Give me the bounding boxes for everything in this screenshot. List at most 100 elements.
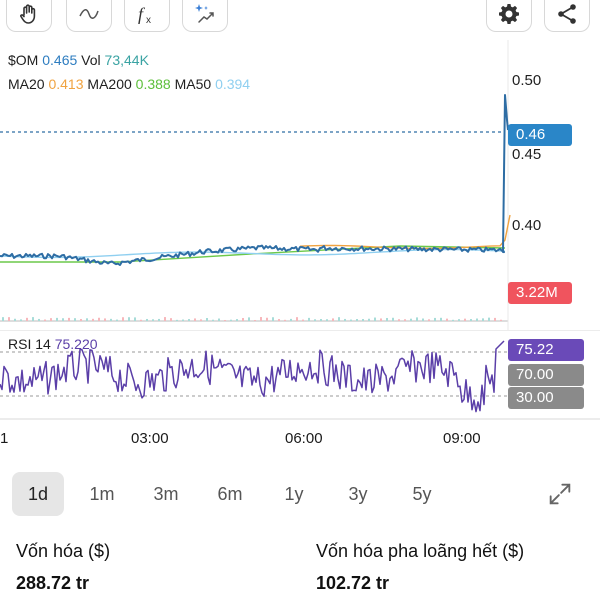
volume-bar xyxy=(44,319,46,321)
volume-bar xyxy=(128,317,130,321)
rsi-upper-tag: 70.00 xyxy=(508,364,584,386)
volume-bar xyxy=(164,317,166,321)
volume-bar xyxy=(212,319,214,321)
volume-bar xyxy=(86,318,88,321)
volume-bar xyxy=(356,319,358,321)
volume-bar xyxy=(284,319,286,321)
volume-bar xyxy=(380,318,382,321)
volume-bar xyxy=(476,318,478,321)
market-cap-value: 288.72 tr xyxy=(16,573,90,593)
volume-bar xyxy=(74,318,76,321)
volume-bar xyxy=(182,319,184,321)
volume-bar xyxy=(296,317,298,321)
price-axis-label: 0.40 xyxy=(512,217,542,234)
hand-icon xyxy=(20,3,36,24)
fdv-label: Vốn hóa pha loãng hết ($) xyxy=(316,541,525,561)
volume-bar xyxy=(422,318,424,321)
volume-bar xyxy=(398,319,400,321)
rsi-value-tag: 75.22 xyxy=(508,339,584,361)
volume-bar xyxy=(326,319,328,321)
share-icon xyxy=(558,3,576,24)
volume-bar xyxy=(338,317,340,321)
volume-bar xyxy=(362,319,364,321)
volume-bar xyxy=(116,319,118,321)
volume-bar xyxy=(224,319,226,321)
time-axis-label: 06:00 xyxy=(285,430,323,447)
volume-bar xyxy=(8,317,10,321)
volume-bar xyxy=(110,318,112,321)
ma-legend: MA20 0.413 MA200 0.388 MA50 0.394 xyxy=(8,76,250,92)
volume-bar xyxy=(56,317,58,321)
period-5y[interactable]: 5y xyxy=(412,484,432,504)
volume-bar xyxy=(188,319,190,321)
volume-bar xyxy=(344,318,346,321)
volume-bar xyxy=(320,319,322,321)
volume-bar xyxy=(500,319,502,321)
period-3y[interactable]: 3y xyxy=(348,484,368,504)
gear-icon xyxy=(499,3,519,24)
volume-bar xyxy=(62,318,64,321)
volume-bar xyxy=(314,319,316,321)
volume-bar xyxy=(350,319,352,321)
volume-bar xyxy=(428,319,430,321)
volume-bar xyxy=(374,317,376,321)
volume-bar xyxy=(236,319,238,321)
line-tool-button[interactable] xyxy=(66,0,112,32)
volume-bar xyxy=(2,317,4,321)
volume-bar xyxy=(158,318,160,321)
current-price-tag: 0.46 xyxy=(508,124,572,146)
period-1y[interactable]: 1y xyxy=(284,484,304,504)
volume-bar xyxy=(134,317,136,321)
volume-bar xyxy=(230,319,232,321)
volume-bar xyxy=(248,317,250,321)
volume-bar xyxy=(386,317,388,321)
volume-bar xyxy=(152,319,154,321)
volume-bar xyxy=(488,317,490,321)
price-legend: $OM 0.465 Vol 73,44K xyxy=(8,52,149,68)
volume-bar xyxy=(32,317,34,321)
volume-bar xyxy=(458,319,460,321)
ma200-label: MA200 xyxy=(87,76,132,92)
period-selector: 1d 1m 3m 6m 1y 3y 5y xyxy=(0,472,600,516)
volume-bar xyxy=(446,318,448,321)
volume-bar xyxy=(368,318,370,321)
volume-bar xyxy=(416,317,418,321)
volume-bar xyxy=(434,317,436,321)
ma50-value: 0.394 xyxy=(215,76,251,92)
volume-bar xyxy=(464,318,466,321)
period-3m[interactable]: 3m xyxy=(153,484,179,504)
period-6m[interactable]: 6m xyxy=(217,484,243,504)
rsi-line xyxy=(0,340,505,413)
volume-bar xyxy=(254,319,256,321)
volume-bar xyxy=(170,318,172,321)
rsi-label: RSI 14 xyxy=(8,336,51,352)
price-axis-label: 0.45 xyxy=(512,146,542,163)
price-line xyxy=(0,94,509,266)
ma20-value: 0.413 xyxy=(48,76,84,92)
volume-bar xyxy=(146,318,148,321)
period-1m[interactable]: 1m xyxy=(89,484,115,504)
volume-bar xyxy=(80,318,82,321)
period-1d[interactable]: 1d xyxy=(12,472,64,516)
time-axis-label: 03:00 xyxy=(131,430,169,447)
settings-button[interactable] xyxy=(486,0,532,32)
volume-bar xyxy=(98,317,100,321)
volume-bar xyxy=(302,319,304,321)
svg-text:f: f xyxy=(138,4,146,24)
share-button[interactable] xyxy=(544,0,590,32)
fullscreen-button[interactable] xyxy=(546,480,574,508)
volume-bar xyxy=(92,318,94,321)
rsi-legend: RSI 14 75.220 xyxy=(8,336,98,352)
ai-trend-button[interactable] xyxy=(182,0,228,32)
volume-bar xyxy=(68,317,70,321)
volume-bar xyxy=(410,318,412,321)
price-axis-label: 0.50 xyxy=(512,72,542,89)
price-chart[interactable] xyxy=(0,40,600,330)
rsi-chart[interactable] xyxy=(0,330,600,420)
volume-bar xyxy=(470,319,472,321)
volume-bar xyxy=(260,317,262,321)
ma50-label: MA50 xyxy=(174,76,212,92)
hand-tool-button[interactable] xyxy=(6,0,52,32)
volume-bar xyxy=(140,319,142,321)
